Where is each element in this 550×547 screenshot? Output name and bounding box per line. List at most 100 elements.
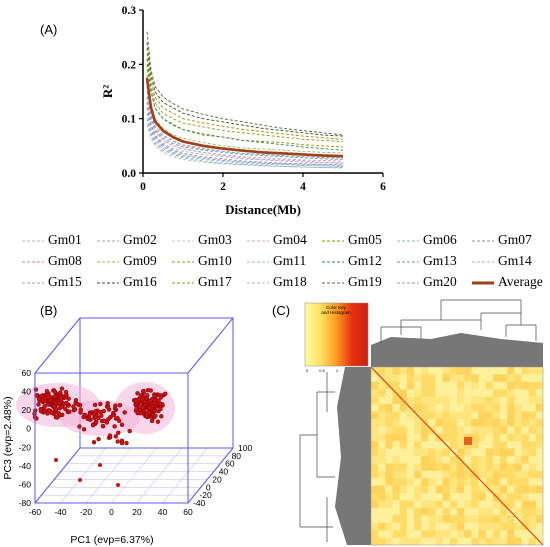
heatmap-cell [421,396,429,405]
heatmap-cell [399,530,408,538]
scatter-point [45,411,50,416]
heatmap-cell [478,404,486,412]
heatmap-cell [414,374,422,383]
heatmap-cell [507,381,515,390]
legend-swatch [172,282,194,284]
pc2-tick-label: 60 [225,459,235,469]
heatmap-cell [492,441,501,449]
heatmap-cell [500,381,508,390]
heatmap-cell [435,522,443,531]
heatmap-cell [428,448,436,457]
heatmap-cell [492,530,501,538]
heatmap-cell [528,396,537,405]
heatmap-cell [528,411,537,420]
heatmap-cell [521,500,529,509]
heatmap-cell [485,441,494,449]
heatmap-cell [442,404,451,412]
heatmap-cell [514,448,522,457]
heatmap-cell [485,507,494,516]
heatmap-cell [528,500,537,509]
heatmap-cell [471,456,479,464]
heatmap-cell [492,404,501,412]
heatmap-cell [471,396,479,405]
scatter-point [117,402,123,408]
heatmap-cell [428,433,436,442]
scatter-point [141,388,146,394]
scatter-point [135,391,140,396]
grid-line [111,447,157,504]
legend-label: Average [498,274,543,289]
heatmap-cell [507,433,515,442]
heatmap-cell [428,478,436,486]
heatmap-cell [421,433,429,442]
heatmap-cell [521,426,529,435]
heatmap-cell [414,367,422,375]
heatmap-cell [528,507,537,516]
heatmap-cell [378,404,386,412]
scatter-point [99,413,104,418]
heatmap-cell [414,537,422,546]
heatmap-cell [421,522,429,531]
heatmap-cell [535,426,544,435]
pc3-tick-label: 40 [22,387,32,397]
heatmap-cell [392,530,400,538]
heatmap-cell [471,381,479,390]
grid-line [136,447,183,504]
heatmap-cell [514,411,522,420]
heatmap-cell [442,374,451,383]
scatter-point [127,428,132,434]
heatmap-cell [399,418,408,427]
heatmap-cell [485,537,494,546]
heatmap-cell [500,456,508,464]
heatmap-cell [535,433,544,442]
scatter-point [116,430,121,436]
heatmap-cell [406,426,415,435]
legend-swatch [247,282,269,284]
heatmap-cell [478,530,486,538]
heatmap-cell [492,396,501,405]
heatmap-cell [385,463,393,472]
heatmap-cell [521,456,529,464]
heatmap-cell [371,530,379,538]
scatter-point [104,420,110,425]
heatmap-cell [428,389,436,397]
series-line-gm11 [146,113,344,167]
heatmap-cell [485,493,494,501]
heatmap-cell [485,418,494,427]
heatmap-cell [414,478,422,486]
scatter-point [140,405,146,410]
heatmap-cell [406,411,415,420]
color-key-tick: 0 [306,368,309,373]
heatmap-cell [535,522,544,531]
heatmap-cell [485,456,494,464]
x-tick-label: 6 [380,181,386,193]
heatmap-cell [435,478,443,486]
heatmap-cell [442,433,451,442]
heatmap-cell [435,396,443,405]
heatmap-cell [449,456,458,464]
heatmap-cell [392,367,400,375]
heatmap-cell [514,485,522,494]
heatmap-cell [414,389,422,397]
legend-label: Gm10 [198,253,232,268]
dendrogram-mass [371,333,543,367]
heatmap-cell [528,485,537,494]
heatmap-cell [399,381,408,390]
heatmap-cell [421,374,429,383]
heatmap-cell [414,522,422,531]
heatmap-cell [378,478,386,486]
heatmap-cell [392,426,400,435]
heatmap-cell [428,374,436,383]
heatmap-cell [414,441,422,449]
heatmap-cell [514,426,522,435]
left-dendrogram [299,367,371,545]
series-line-gm10 [146,53,344,142]
pc1-tick-label: -20 [80,507,93,517]
scatter-point [101,408,107,414]
pc1-tick-label: 40 [158,507,168,517]
heatmap-cell [521,396,529,405]
heatmap-cell [500,537,508,546]
heatmap-cell [442,426,451,435]
heatmap-cell [464,404,472,412]
heatmap-cell [385,456,393,464]
